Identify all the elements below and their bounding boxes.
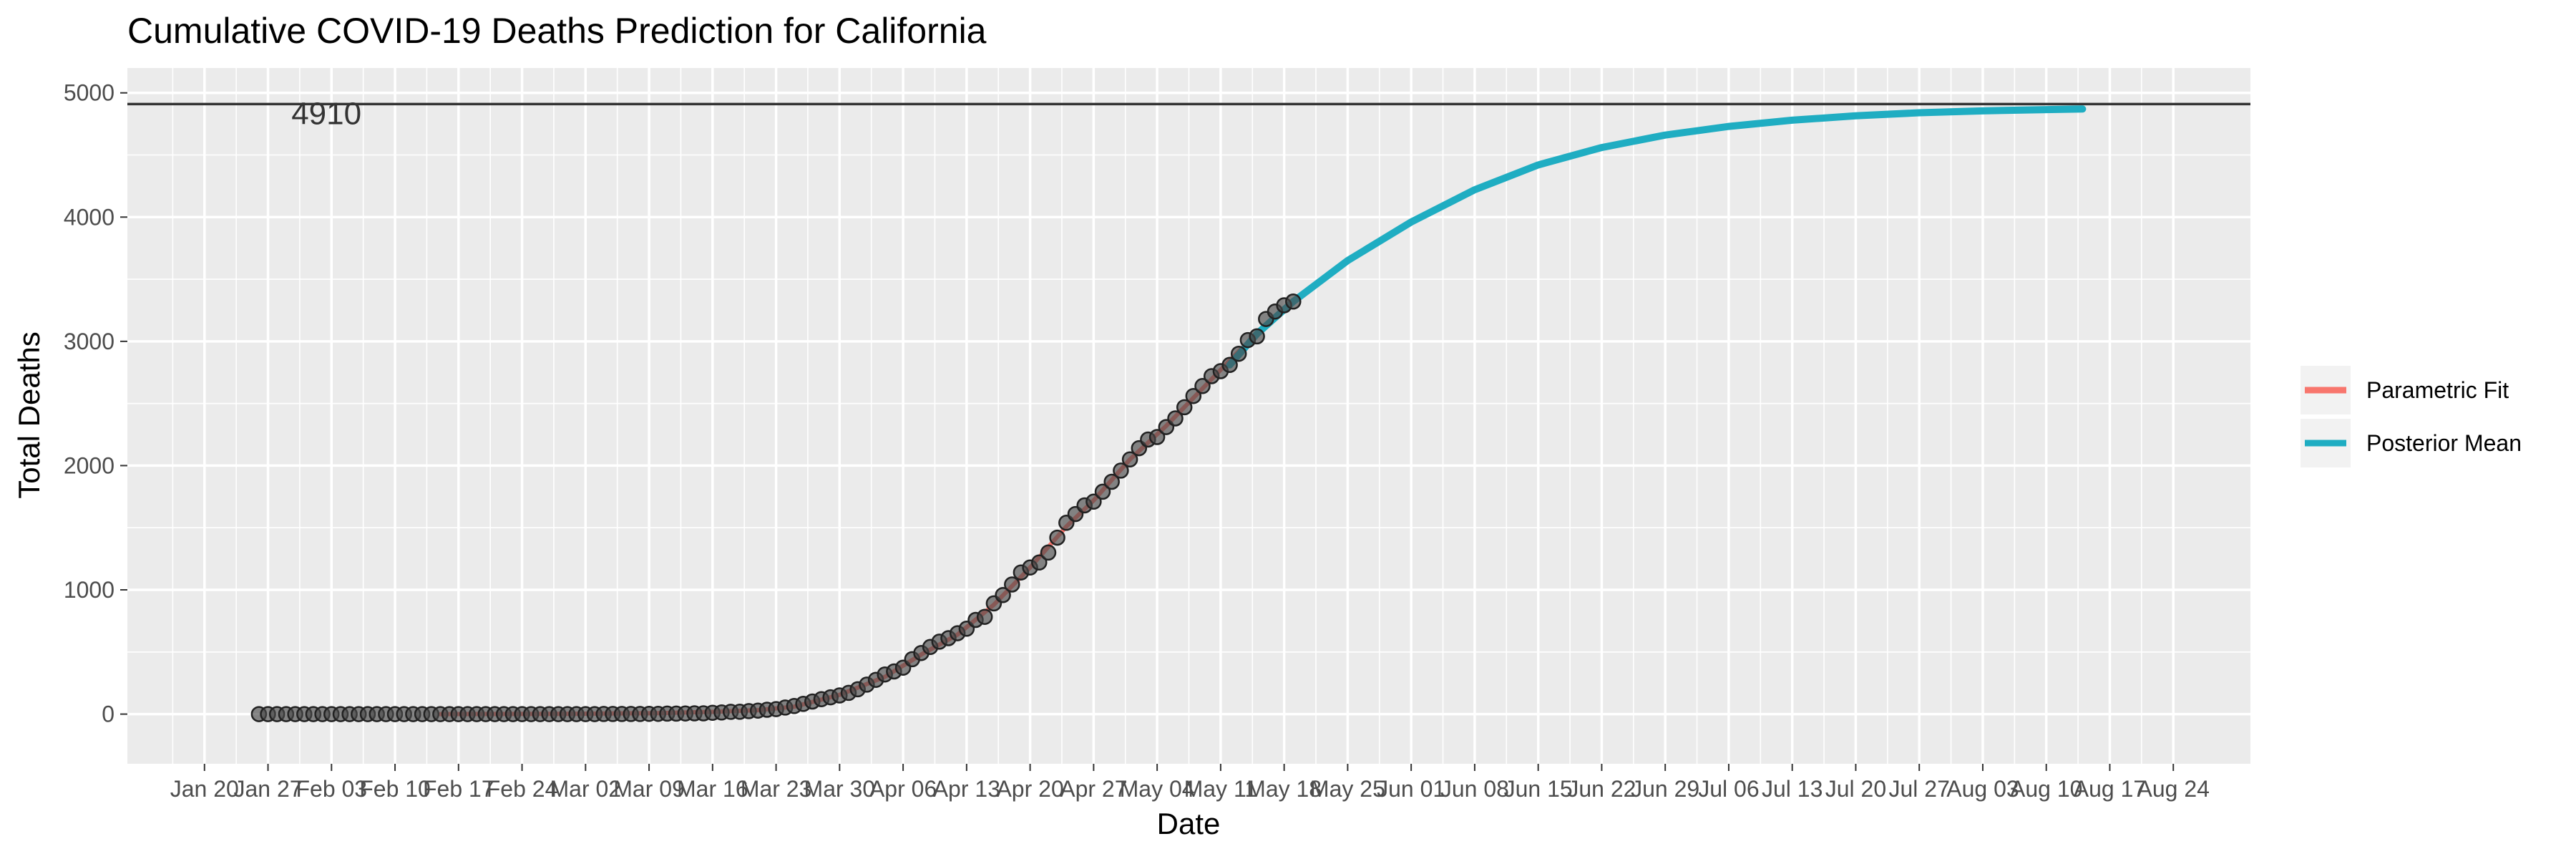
- x-tick-label: Jan 20: [170, 776, 239, 802]
- x-tick-label: Jun 08: [1440, 776, 1509, 802]
- x-tick-label: Apr 20: [996, 776, 1063, 802]
- x-tick-label: Feb 03: [296, 776, 367, 802]
- observed-point: [1185, 387, 1202, 404]
- x-tick-label: Mar 16: [677, 776, 748, 802]
- x-tick-label: Jul 20: [1825, 776, 1886, 802]
- x-tick-label: Jul 27: [1889, 776, 1950, 802]
- reference-line: 4910: [127, 96, 2250, 131]
- observed-point: [1167, 410, 1184, 427]
- observed-point: [1113, 462, 1129, 479]
- observed-point: [1285, 293, 1302, 310]
- x-tick-label: Aug 03: [1946, 776, 2019, 802]
- observed-point: [995, 587, 1011, 603]
- y-tick-label: 1000: [64, 577, 114, 603]
- observed-point: [1103, 473, 1120, 490]
- x-tick-label: May 18: [1246, 776, 1322, 802]
- observed-point: [1031, 554, 1048, 571]
- y-axis-title: Total Deaths: [12, 331, 46, 498]
- x-tick-label: Mar 09: [613, 776, 685, 802]
- y-tick-label: 3000: [64, 329, 114, 354]
- observed-point: [1049, 529, 1065, 546]
- observed-point: [1094, 483, 1111, 500]
- x-tick-label: Mar 02: [550, 776, 622, 802]
- x-axis-title: Date: [1157, 807, 1221, 840]
- x-tick-label: Jul 06: [1698, 776, 1759, 802]
- y-tick-label: 0: [102, 702, 114, 727]
- observed-point: [1194, 378, 1211, 394]
- y-axis: 0 1000 2000 3000 4000 5000: [64, 80, 127, 727]
- observed-point: [1040, 544, 1057, 561]
- observed-point: [1221, 356, 1238, 374]
- x-tick-label: Feb 17: [423, 776, 494, 802]
- x-tick-label: Feb 10: [359, 776, 431, 802]
- x-tick-label: Jun 29: [1631, 776, 1699, 802]
- series-line-posterior-mean: [1226, 105, 2087, 369]
- observed-point: [1176, 399, 1193, 416]
- chart-title: Cumulative COVID-19 Deaths Prediction fo…: [127, 11, 987, 51]
- x-tick-label: Apr 06: [869, 776, 937, 802]
- observed-points: [250, 293, 1302, 722]
- observed-point: [1148, 429, 1166, 445]
- x-tick-label: Aug 17: [2074, 776, 2146, 802]
- observed-point: [1121, 451, 1138, 468]
- y-tick-label: 4000: [64, 204, 114, 230]
- x-tick-label: Jun 22: [1567, 776, 1636, 802]
- reference-line-label: 4910: [291, 96, 361, 131]
- x-tick-label: Aug 10: [2010, 776, 2082, 802]
- x-tick-label: Jun 15: [1504, 776, 1573, 802]
- observed-point: [1004, 576, 1020, 593]
- x-tick-label: Mar 30: [804, 776, 876, 802]
- x-tick-label: Jan 27: [233, 776, 302, 802]
- x-tick-label: May 11: [1184, 776, 1258, 802]
- y-tick-label: 5000: [64, 80, 114, 106]
- observed-point: [1230, 345, 1247, 362]
- x-tick-label: May 25: [1310, 776, 1385, 802]
- legend-label: Parametric Fit: [2366, 377, 2509, 403]
- x-tick-label: Jun 01: [1377, 776, 1445, 802]
- x-tick-label: Jul 13: [1762, 776, 1823, 802]
- x-tick-label: Apr 13: [933, 776, 1000, 802]
- legend-label: Posterior Mean: [2366, 430, 2522, 456]
- y-tick-label: 2000: [64, 452, 114, 478]
- x-tick-label: Aug 24: [2137, 776, 2210, 802]
- x-tick-label: Apr 27: [1060, 776, 1127, 802]
- observed-point: [1085, 493, 1102, 510]
- legend: Parametric Fit Posterior Mean: [2301, 366, 2522, 467]
- x-tick-label: May 04: [1120, 776, 1195, 802]
- x-tick-label: Feb 24: [487, 776, 558, 802]
- x-tick-label: Mar 23: [741, 776, 812, 802]
- observed-point: [1249, 328, 1265, 345]
- grid-minor: [127, 68, 2250, 777]
- observed-point: [976, 608, 993, 625]
